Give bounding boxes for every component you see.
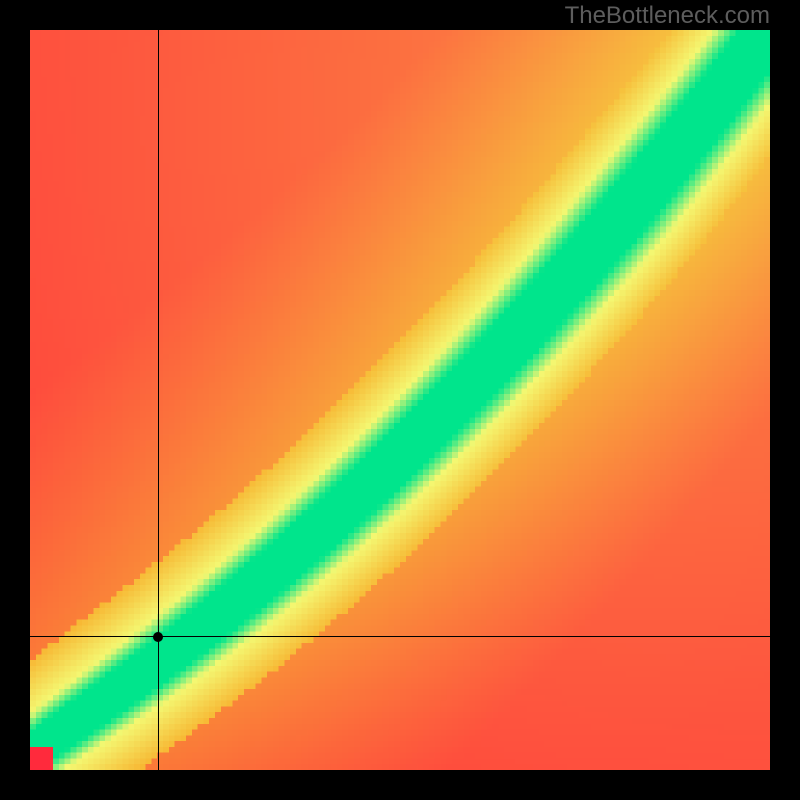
crosshair-vertical: [158, 30, 159, 770]
selection-marker: [153, 632, 163, 642]
bottleneck-heatmap: [30, 30, 770, 770]
watermark-text: TheBottleneck.com: [565, 2, 770, 30]
chart-frame: TheBottleneck.com: [0, 0, 800, 800]
heatmap-canvas: [30, 30, 770, 770]
crosshair-horizontal: [30, 636, 770, 637]
